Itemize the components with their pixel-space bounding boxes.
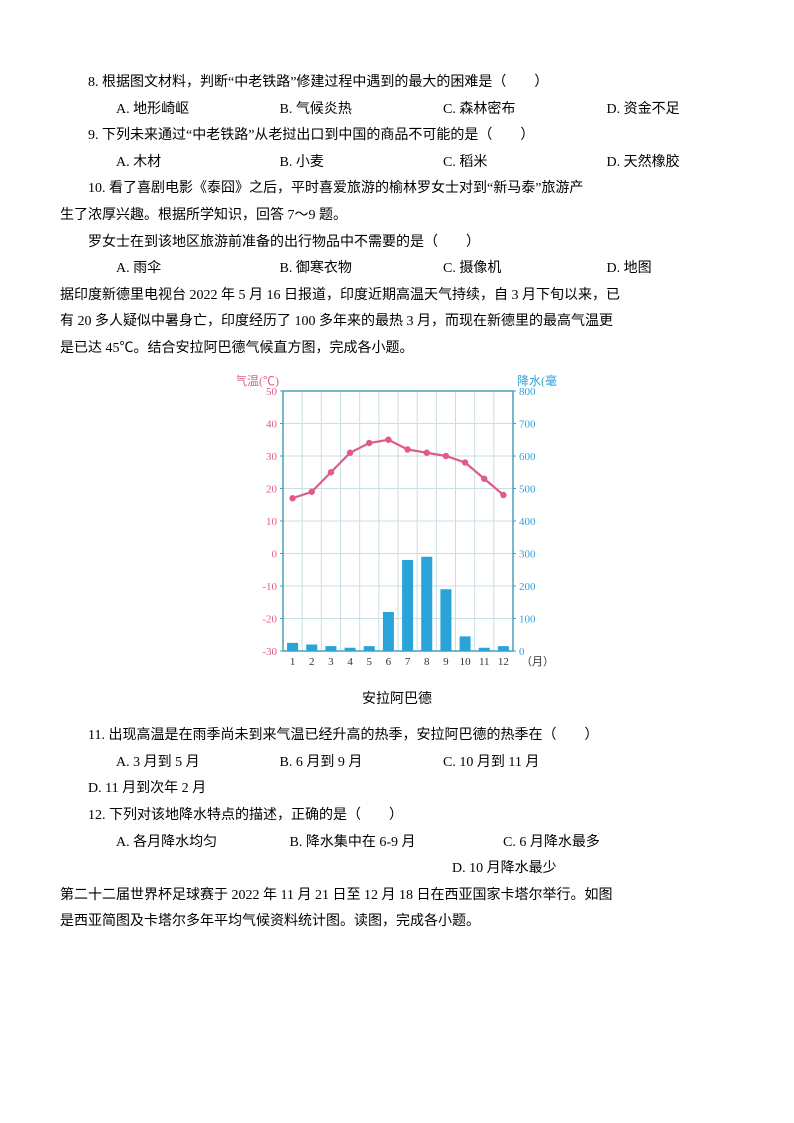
svg-text:300: 300 xyxy=(519,548,536,560)
passage1-line1: 据印度新德里电视台 2022 年 5 月 16 日报道，印度近期高温天气持续，自… xyxy=(60,283,734,310)
svg-text:40: 40 xyxy=(266,418,278,430)
option-8a: A. 地形崎岖 xyxy=(88,97,208,124)
question-11-options: A. 3 月到 5 月 B. 6 月到 9 月 C. 10 月到 11 月 D.… xyxy=(60,750,734,803)
option-10a: A. 雨伞 xyxy=(88,256,208,283)
passage1-line3: 是已达 45℃。结合安拉阿巴德气候直方图，完成各小题。 xyxy=(60,336,734,363)
passage2-line2: 是西亚简图及卡塔尔多年平均气候资料统计图。读图，完成各小题。 xyxy=(60,909,734,936)
svg-text:20: 20 xyxy=(266,483,278,495)
svg-text:12: 12 xyxy=(498,656,509,668)
option-9a: A. 木材 xyxy=(88,150,208,177)
svg-text:5: 5 xyxy=(367,656,373,668)
question-10-line2: 生了浓厚兴趣。根据所学知识，回答 7～9 题。 xyxy=(60,203,734,230)
question-9-options: A. 木材 B. 小麦 C. 稻米 D. 天然橡胶 xyxy=(60,150,734,177)
svg-text:10: 10 xyxy=(266,516,278,528)
passage1-line2: 有 20 多人疑似中暑身亡，印度经历了 100 多年来的最热 3 月，而现在新德… xyxy=(60,309,734,336)
svg-text:2: 2 xyxy=(309,656,315,668)
svg-text:500: 500 xyxy=(519,483,536,495)
svg-text:-30: -30 xyxy=(262,646,277,658)
passage2-line1: 第二十二届世界杯足球赛于 2022 年 11 月 21 日至 12 月 18 日… xyxy=(60,883,734,910)
svg-text:7: 7 xyxy=(405,656,411,668)
option-8c: C. 森林密布 xyxy=(415,97,535,124)
option-10d: D. 地图 xyxy=(579,256,652,283)
option-12b: B. 降水集中在 6-9 月 xyxy=(262,830,432,857)
svg-text:-10: -10 xyxy=(262,581,277,593)
option-10c: C. 摄像机 xyxy=(415,256,535,283)
svg-text:气温(℃): 气温(℃) xyxy=(237,373,279,388)
svg-text:10: 10 xyxy=(460,656,472,668)
chart-caption: 安拉阿巴德 xyxy=(60,687,734,714)
svg-text:1: 1 xyxy=(290,656,296,668)
option-12d: D. 10 月降水最少 xyxy=(256,856,557,883)
svg-text:9: 9 xyxy=(443,656,449,668)
svg-text:0: 0 xyxy=(272,548,278,560)
option-11c: C. 10 月到 11 月 xyxy=(415,750,550,777)
svg-text:600: 600 xyxy=(519,451,536,463)
option-11b: B. 6 月到 9 月 xyxy=(252,750,372,777)
svg-text:6: 6 xyxy=(386,656,392,668)
question-10-line3: 罗女士在到该地区旅游前准备的出行物品中不需要的是（ ） xyxy=(60,230,734,257)
svg-text:100: 100 xyxy=(519,613,536,625)
svg-text:400: 400 xyxy=(519,516,536,528)
svg-text:30: 30 xyxy=(266,451,278,463)
question-8-options: A. 地形崎岖 B. 气候炎热 C. 森林密布 D. 资金不足 xyxy=(60,97,734,124)
option-11d: D. 11 月到次年 2 月 xyxy=(60,776,206,803)
question-12-options-row2: D. 10 月降水最少 xyxy=(60,856,734,883)
question-10-line1: 10. 看了喜剧电影《泰囧》之后，平时喜爱旅游的榆林罗女士对到“新马泰”旅游产 xyxy=(60,176,734,203)
svg-text:200: 200 xyxy=(519,581,536,593)
option-8b: B. 气候炎热 xyxy=(252,97,372,124)
climate-chart: 50800407003060020500104000300-10200-2010… xyxy=(237,373,557,683)
svg-text:3: 3 xyxy=(328,656,334,668)
svg-text:700: 700 xyxy=(519,418,536,430)
question-11-text: 11. 出现高温是在雨季尚未到来气温已经升高的热季，安拉阿巴德的热季在（ ） xyxy=(60,723,734,750)
option-8d: D. 资金不足 xyxy=(579,97,680,124)
option-10b: B. 御寒衣物 xyxy=(252,256,372,283)
option-9b: B. 小麦 xyxy=(252,150,372,177)
svg-text:8: 8 xyxy=(424,656,430,668)
question-12-options-row1: A. 各月降水均匀 B. 降水集中在 6-9 月 C. 6 月降水最多 xyxy=(60,830,734,857)
option-11a: A. 3 月到 5 月 xyxy=(88,750,208,777)
question-9-text: 9. 下列未来通过“中老铁路”从老挝出口到中国的商品不可能的是（ ） xyxy=(60,123,734,150)
option-9c: C. 稻米 xyxy=(415,150,535,177)
option-9d: D. 天然橡胶 xyxy=(579,150,680,177)
svg-text:（月）: （月） xyxy=(521,655,554,668)
question-10-options: A. 雨伞 B. 御寒衣物 C. 摄像机 D. 地图 xyxy=(60,256,734,283)
svg-text:11: 11 xyxy=(479,656,490,668)
question-8-text: 8. 根据图文材料，判断“中老铁路”修建过程中遇到的最大的困难是（ ） xyxy=(60,70,734,97)
svg-text:-20: -20 xyxy=(262,613,277,625)
question-12-text: 12. 下列对该地降水特点的描述，正确的是（ ） xyxy=(60,803,734,830)
climate-chart-svg: 50800407003060020500104000300-10200-2010… xyxy=(237,373,557,683)
svg-text:4: 4 xyxy=(347,656,353,668)
option-12c: C. 6 月降水最多 xyxy=(475,830,600,857)
svg-text:降水(毫米): 降水(毫米) xyxy=(517,373,557,388)
option-12a: A. 各月降水均匀 xyxy=(88,830,218,857)
